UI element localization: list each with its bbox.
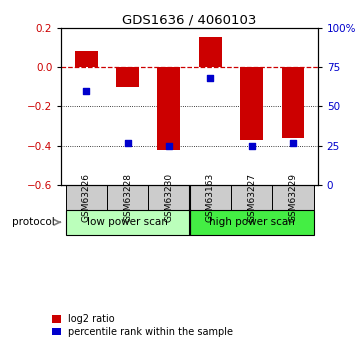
Bar (107, 185, 148, 210)
Text: GSM63230: GSM63230 (164, 173, 173, 222)
Text: protocol: protocol (12, 217, 60, 227)
Point (166, 143, 172, 149)
Bar (65, 210, 190, 235)
Text: GSM63163: GSM63163 (206, 173, 215, 222)
Bar (199, 38, 222, 67)
Title: GDS1636 / 4060103: GDS1636 / 4060103 (122, 13, 257, 27)
Bar (282, 67, 304, 138)
Text: GSM63227: GSM63227 (247, 173, 256, 222)
Bar (190, 185, 231, 210)
Point (83, 88, 89, 93)
Point (249, 143, 255, 149)
Bar (231, 185, 272, 210)
Point (290, 140, 296, 146)
Bar (75, 51, 97, 67)
Bar (272, 185, 314, 210)
Bar (190, 210, 314, 235)
Text: high power scan: high power scan (209, 217, 295, 227)
Bar (148, 185, 190, 210)
Text: low power scan: low power scan (87, 217, 168, 227)
Legend: log2 ratio, percentile rank within the sample: log2 ratio, percentile rank within the s… (52, 314, 233, 337)
Text: GSM63228: GSM63228 (123, 173, 132, 222)
Bar (116, 67, 139, 87)
Bar (157, 67, 180, 150)
Bar (240, 67, 263, 140)
Point (207, 75, 213, 81)
Bar (65, 185, 107, 210)
Text: GSM63226: GSM63226 (82, 173, 91, 222)
Text: GSM63229: GSM63229 (288, 173, 297, 222)
Point (125, 140, 130, 146)
